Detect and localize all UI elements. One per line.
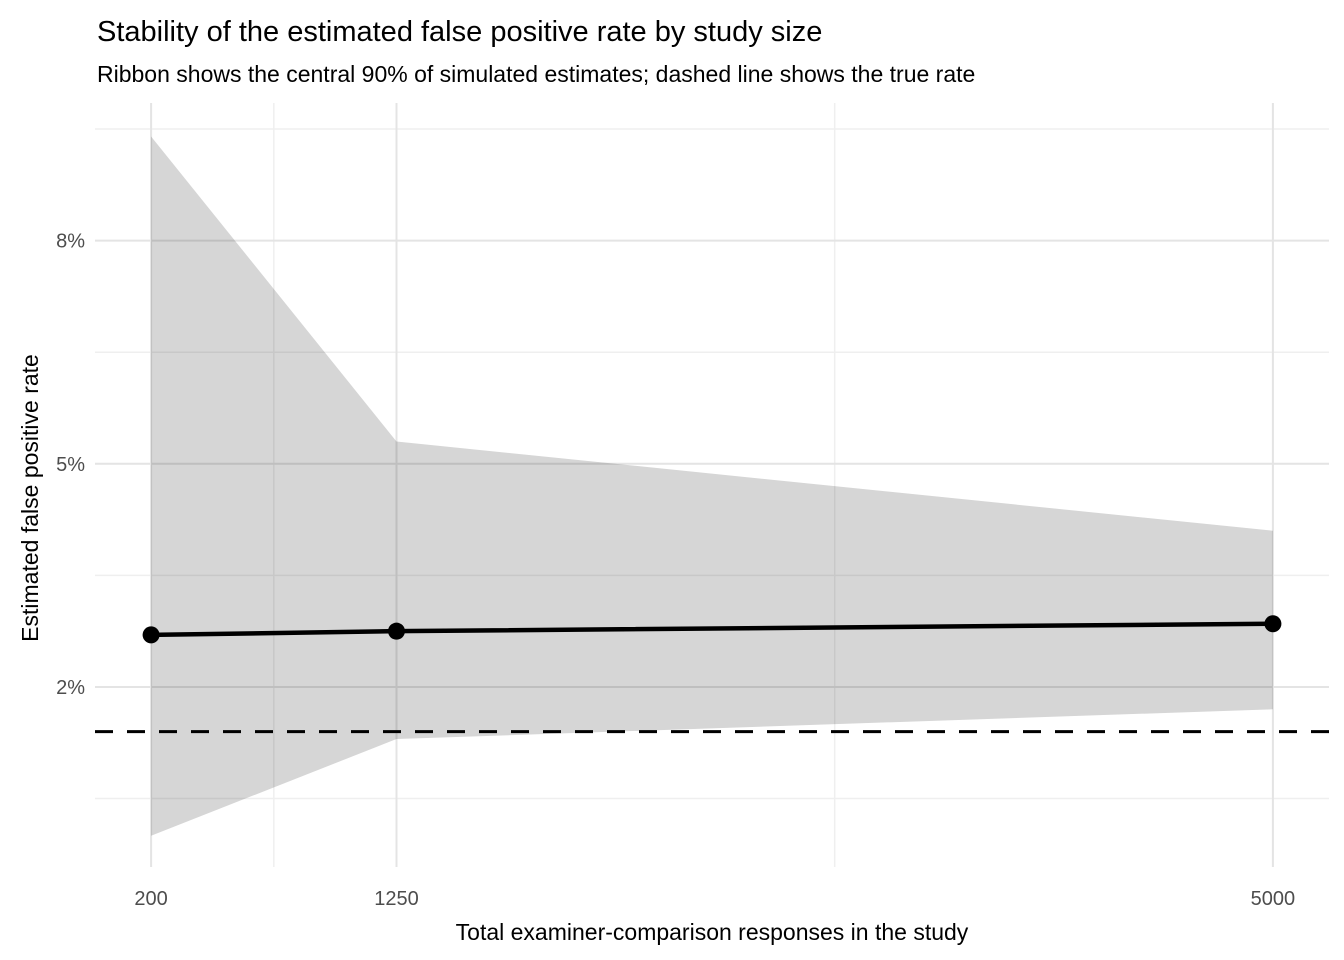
y-tick-label: 8% (56, 231, 85, 253)
data-point (142, 626, 160, 644)
data-point (387, 622, 405, 640)
data-point (1264, 615, 1282, 633)
confidence-ribbon (151, 136, 1273, 836)
x-tick-label: 1250 (374, 888, 419, 910)
x-axis-title: Total examiner-comparison responses in t… (456, 919, 969, 945)
y-axis-title: Estimated false positive rate (17, 354, 43, 642)
chart-title: Stability of the estimated false positiv… (97, 16, 822, 48)
x-tick-label: 200 (134, 888, 167, 910)
y-tick-label: 5% (56, 454, 85, 476)
y-tick-label: 2% (56, 677, 85, 699)
chart-subtitle: Ribbon shows the central 90% of simulate… (97, 61, 975, 87)
x-tick-label: 5000 (1251, 888, 1296, 910)
plot-panel: 2% 5% 8% 200 1250 5000 (56, 103, 1329, 910)
